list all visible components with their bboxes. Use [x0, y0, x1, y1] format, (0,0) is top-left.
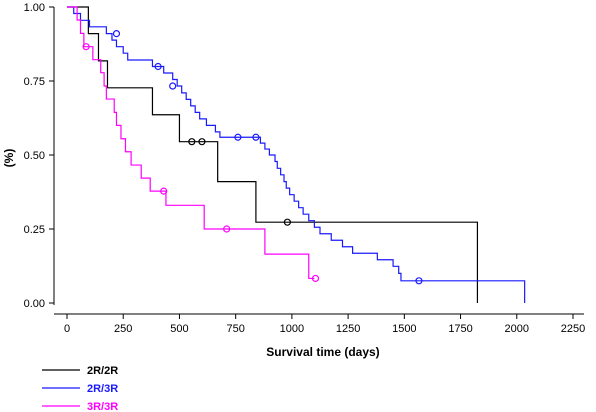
- censor-marker: [223, 225, 231, 233]
- series-2r-3r: [67, 6, 526, 303]
- series-layer: [67, 6, 526, 303]
- y-tick-label: 0.75: [24, 76, 45, 88]
- x-tick-label: 250: [114, 323, 132, 335]
- x-tick-label: 1750: [448, 323, 472, 335]
- x-tick-label: 1500: [392, 323, 416, 335]
- x-tick-label: 1000: [280, 323, 304, 335]
- axes: [53, 7, 584, 315]
- legend-label: 2R/3R: [87, 383, 118, 395]
- legend-label: 2R/2R: [87, 365, 118, 377]
- y-axis-title: (%): [2, 149, 16, 168]
- x-axis-title: Survival time (days): [266, 345, 379, 359]
- censor-marker: [234, 133, 242, 141]
- survival-curve-line: [67, 6, 315, 280]
- censor-marker: [283, 218, 291, 226]
- x-ticks: 0 250 500 750 1000 1250 1500 1750 2000 2250: [64, 314, 585, 335]
- censor-marker: [188, 138, 196, 146]
- y-tick-label: 1.00: [24, 2, 45, 14]
- x-tick-label: 1250: [336, 323, 360, 335]
- x-tick-label: 0: [64, 323, 70, 335]
- x-tick-label: 750: [226, 323, 244, 335]
- censor-marker: [198, 138, 206, 146]
- series-2r-2r: [67, 6, 479, 303]
- censor-marker: [160, 187, 168, 195]
- legend-label: 3R/3R: [87, 401, 118, 412]
- censor-marker: [311, 274, 320, 283]
- y-tick-label: 0.25: [24, 224, 45, 236]
- y-tick-label: 0.50: [24, 150, 45, 162]
- survival-curve-line: [67, 6, 526, 303]
- y-ticks: 0.00 0.25 0.50 0.75 1.00: [24, 2, 54, 310]
- x-tick-label: 2000: [505, 323, 529, 335]
- legend: 2R/2R 2R/3R 3R/3R: [42, 365, 118, 412]
- censor-marker: [169, 82, 177, 90]
- censor-marker: [82, 43, 90, 51]
- y-tick-label: 0.00: [24, 298, 45, 310]
- censor-marker: [252, 133, 260, 141]
- censor-marker: [415, 277, 423, 285]
- series-3r-3r: [67, 6, 320, 283]
- x-tick-label: 2250: [561, 323, 585, 335]
- survival-curve-line: [67, 6, 479, 303]
- censor-marker: [154, 62, 162, 71]
- censor-marker: [112, 30, 121, 38]
- x-tick-label: 500: [170, 323, 188, 335]
